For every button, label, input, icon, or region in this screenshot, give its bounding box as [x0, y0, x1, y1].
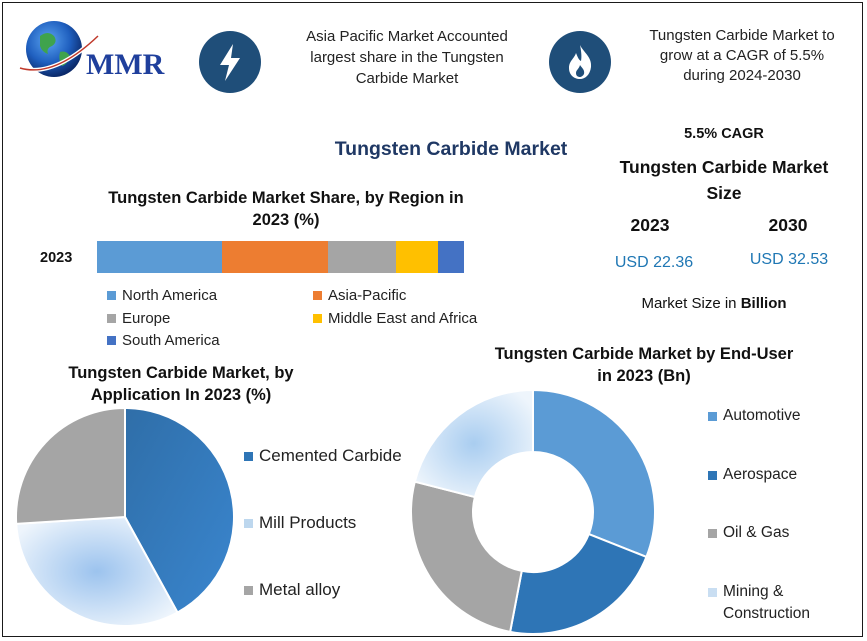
legend-item-mill-products: Mill Products: [244, 513, 356, 533]
legend-item-mining-construction: Mining & Construction: [708, 581, 843, 625]
legend-swatch: [708, 471, 717, 480]
legend-item-oil-gas: Oil & Gas: [708, 522, 843, 544]
legend-swatch: [107, 314, 116, 323]
legend-label: Oil & Gas: [723, 524, 790, 541]
legend-label: Asia-Pacific: [328, 287, 407, 304]
main-title: Tungsten Carbide Market: [334, 138, 568, 160]
legend-swatch: [313, 314, 322, 323]
legend-item-cemented-carbide: Cemented Carbide: [244, 446, 402, 466]
bar-segment-middle-east-and-africa: [396, 241, 439, 273]
donut-slice-mining-construction: [413, 388, 534, 499]
legend-label: Cemented Carbide: [259, 446, 402, 465]
application-chart-title: Tungsten Carbide Market, by Application …: [68, 364, 294, 404]
legend-label: South America: [122, 332, 220, 349]
legend-label: Metal alloy: [259, 580, 341, 599]
legend-label: Aerospace: [723, 466, 798, 483]
value-2023: USD 22.36: [614, 254, 694, 271]
globe-icon: [26, 21, 82, 77]
donut-slice-oil-gas: [410, 480, 523, 634]
legend-item-asia-pacific: Asia-Pacific: [313, 287, 406, 304]
legend-swatch: [313, 291, 322, 300]
pie-slice-cemented-carbide: [124, 406, 235, 614]
legend-swatch: [708, 529, 717, 538]
bar-segment-europe: [328, 241, 397, 273]
legend-swatch: [708, 588, 717, 597]
enduser-donut-chart: [410, 388, 656, 635]
application-pie-chart: [15, 406, 235, 627]
bar-segment-south-america: [438, 241, 464, 273]
legend-swatch: [244, 451, 253, 461]
bar-segment-asia-pacific: [221, 241, 329, 273]
unit-label: Market Size in Billion: [641, 295, 787, 312]
flame-icon: [549, 31, 611, 93]
region-stacked-bar: [97, 241, 464, 273]
cagr-label: 5.5% CAGR: [684, 126, 764, 142]
legend-item-aerospace: Aerospace: [708, 464, 843, 486]
year-2030: 2030: [768, 215, 808, 235]
legend-swatch: [708, 412, 717, 421]
legend-label: Automotive: [723, 407, 801, 424]
legend-item-middle-east-and-africa: Middle East and Africa: [313, 310, 477, 327]
legend-label: North America: [122, 287, 218, 304]
bar-category-label: 2023: [40, 250, 73, 266]
pie-slice-mill-products: [15, 515, 179, 627]
donut-slice-aerospace: [508, 532, 648, 635]
legend-swatch: [244, 585, 253, 595]
lightning-bolt-icon: [199, 31, 261, 93]
header-right-note: Tungsten Carbide Market to grow at a CAG…: [649, 27, 835, 84]
bar-segment-north-america: [97, 241, 222, 273]
legend-swatch: [107, 291, 116, 300]
region-chart-title: Tungsten Carbide Market Share, by Region…: [108, 189, 464, 229]
legend-label: Europe: [122, 310, 171, 327]
value-2030: USD 32.53: [749, 251, 829, 268]
donut-slice-automotive: [532, 388, 656, 559]
legend-label: Mill Products: [259, 513, 357, 532]
legend-item-europe: Europe: [107, 310, 170, 327]
legend-item-metal-alloy: Metal alloy: [244, 580, 340, 600]
legend-swatch: [244, 518, 253, 528]
year-2023: 2023: [630, 215, 670, 235]
legend-item-south-america: South America: [107, 332, 220, 349]
legend-item-north-america: North America: [107, 287, 217, 304]
legend-label: Mining & Construction: [723, 583, 811, 622]
legend-item-automotive: Automotive: [708, 405, 843, 427]
enduser-chart-title: Tungsten Carbide Market by End-User in 2…: [494, 345, 794, 385]
size-panel-title: Tungsten Carbide Market Size: [619, 157, 829, 203]
header-left-note: Asia Pacific Market Accounted largest sh…: [306, 28, 508, 87]
mmr-logo: MMR: [19, 21, 165, 81]
legend-swatch: [107, 336, 116, 345]
legend-label: Middle East and Africa: [328, 310, 478, 327]
pie-slice-metal-alloy: [15, 406, 126, 525]
logo-text: MMR: [86, 48, 165, 81]
